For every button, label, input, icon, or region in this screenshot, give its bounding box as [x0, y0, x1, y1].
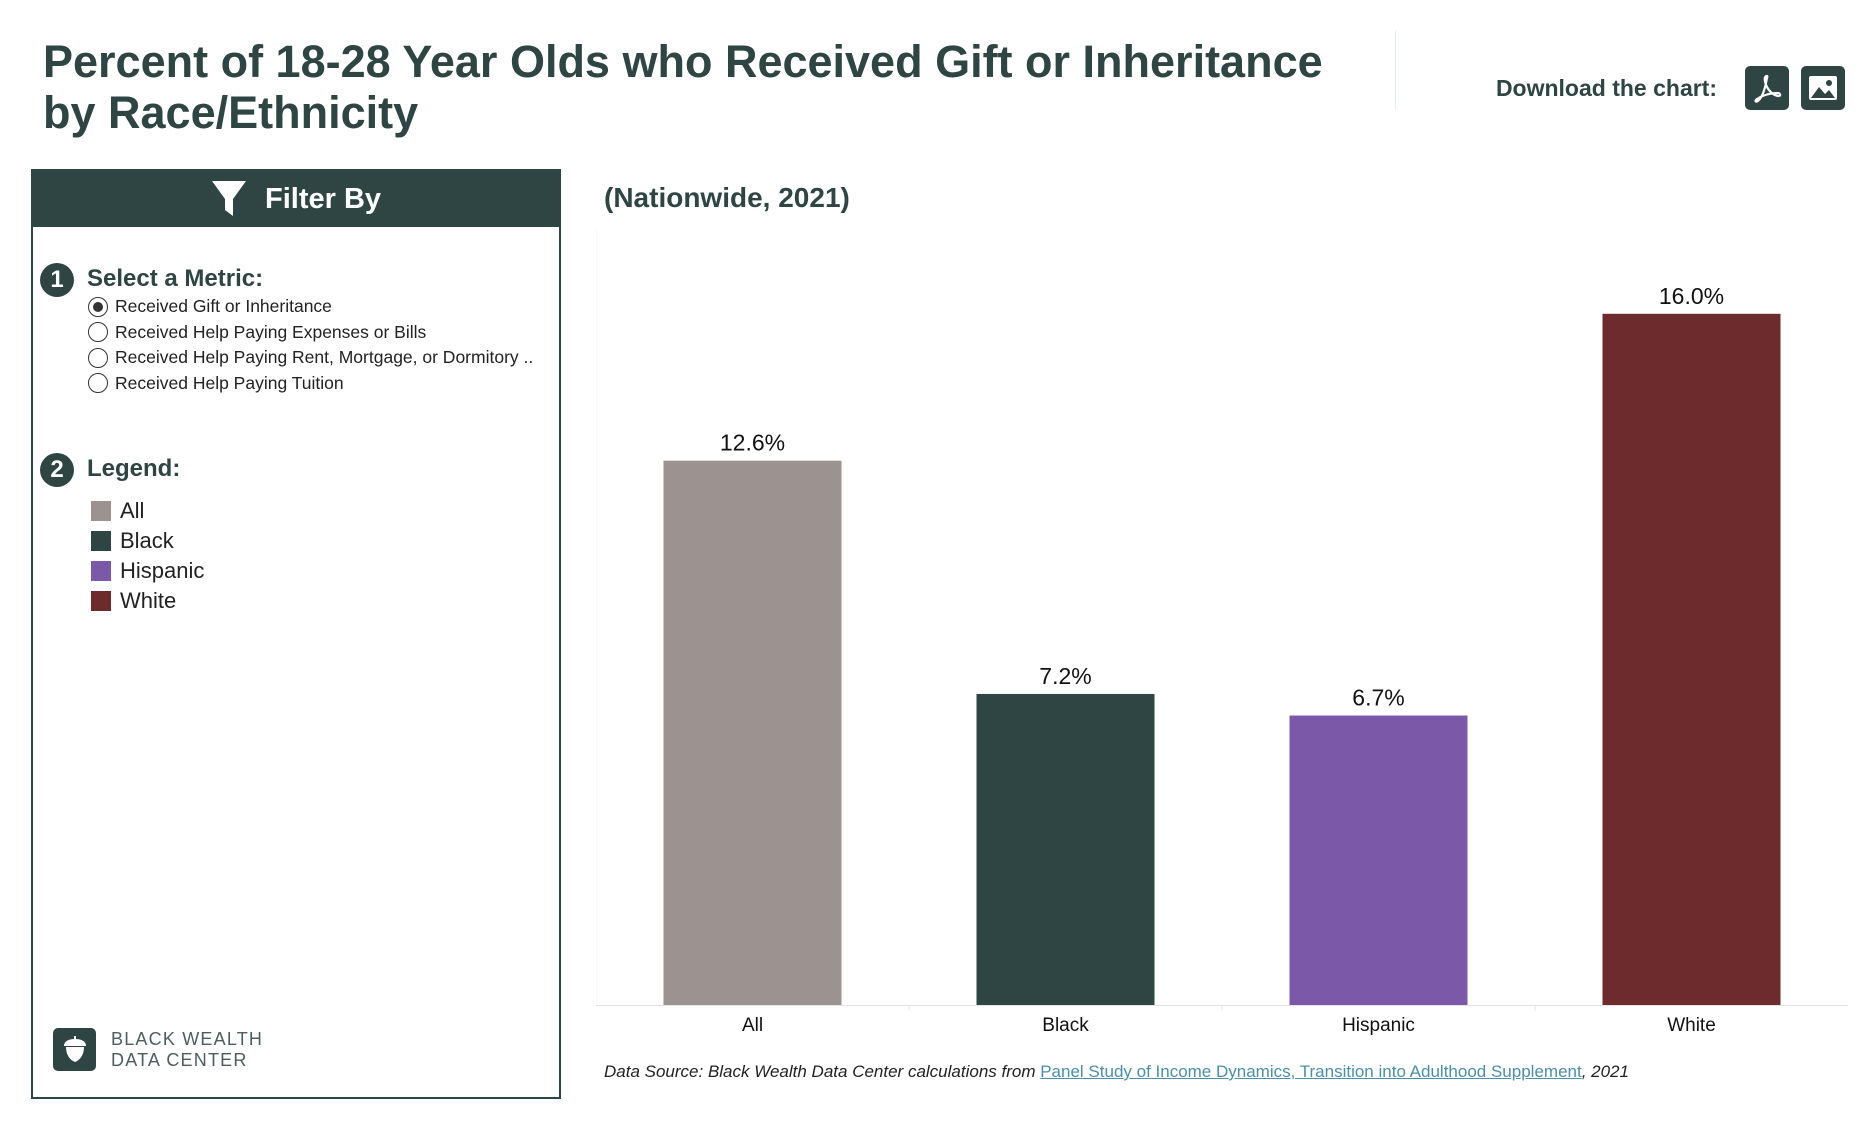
metric-option-expenses[interactable]: Received Help Paying Expenses or Bills: [88, 320, 533, 346]
logo-line-1: BLACK WEALTH: [111, 1028, 264, 1049]
source-suffix: , 2021: [1581, 1062, 1629, 1081]
download-image-button[interactable]: [1801, 66, 1845, 110]
logo-line-2: DATA CENTER: [111, 1049, 248, 1070]
download-pdf-button[interactable]: [1745, 66, 1789, 110]
legend-label: Black: [120, 528, 174, 553]
legend-label: Hispanic: [120, 558, 205, 583]
download-bar: Download the chart:: [1496, 64, 1845, 112]
download-label: Download the chart:: [1495, 74, 1717, 101]
legend-item-white: White: [91, 586, 204, 616]
radio-button[interactable]: [88, 322, 108, 343]
data-label-all: 12.6%: [720, 430, 785, 456]
source-link[interactable]: Panel Study of Income Dynamics, Transiti…: [1040, 1062, 1582, 1081]
data-label-hispanic: 6.7%: [1352, 685, 1404, 711]
bar-chart: 12.6% All 7.2% Black 6.7% Hispanic 16.0% White: [596, 228, 1848, 1036]
bar-all[interactable]: [663, 460, 842, 1005]
bwdc-logo: BLACK WEALTH DATA CENTER: [53, 1028, 263, 1071]
legend-swatch: [91, 591, 111, 611]
filter-icon: [211, 181, 246, 216]
legend-label: All: [120, 498, 145, 523]
x-tick-label-all: All: [742, 1015, 763, 1036]
logo-text: BLACK WEALTH DATA CENTER: [111, 1029, 263, 1071]
x-tick-label-hispanic: Hispanic: [1342, 1015, 1415, 1036]
data-source: Data Source: Black Wealth Data Center ca…: [604, 1062, 1629, 1082]
chart-subtitle: (Nationwide, 2021): [604, 182, 850, 213]
metric-option-label: Received Gift or Inheritance: [115, 296, 332, 317]
title-divider: [1395, 30, 1396, 110]
x-tick-label-white: White: [1667, 1015, 1716, 1036]
bar-white[interactable]: [1602, 313, 1781, 1005]
legend: All Black Hispanic White: [91, 496, 204, 616]
data-label-white: 16.0%: [1659, 283, 1724, 309]
radio-button[interactable]: [88, 296, 108, 317]
bar-black[interactable]: [976, 693, 1155, 1005]
filter-panel: Filter By 1 Select a Metric: Received Gi…: [31, 169, 561, 1099]
step-number-1: 1: [40, 263, 74, 297]
data-label-black: 7.2%: [1039, 663, 1091, 689]
metric-radio-group: Received Gift or Inheritance Received He…: [88, 294, 533, 396]
radio-button[interactable]: [88, 347, 108, 368]
metric-option-label: Received Help Paying Rent, Mortgage, or …: [115, 347, 534, 368]
metric-option-rent[interactable]: Received Help Paying Rent, Mortgage, or …: [88, 345, 533, 371]
filter-panel-header: Filter By: [33, 171, 559, 227]
step-number-2: 2: [40, 453, 74, 487]
metric-option-tuition[interactable]: Received Help Paying Tuition: [88, 371, 533, 397]
legend-step: 2 Legend:: [40, 453, 180, 487]
acorn-icon: [63, 1035, 86, 1062]
metric-step-title: Select a Metric:: [87, 265, 264, 292]
metric-option-label: Received Help Paying Expenses or Bills: [115, 321, 427, 342]
metric-option-label: Received Help Paying Tuition: [115, 372, 344, 393]
radio-button[interactable]: [88, 373, 108, 394]
filter-panel-title: Filter By: [264, 182, 382, 215]
legend-swatch: [91, 501, 111, 521]
metric-step: 1 Select a Metric:: [40, 263, 263, 297]
legend-item-hispanic: Hispanic: [91, 556, 204, 586]
legend-item-all: All: [91, 496, 204, 526]
source-prefix: Data Source: Black Wealth Data Center ca…: [604, 1062, 1041, 1081]
metric-option-gift[interactable]: Received Gift or Inheritance: [88, 294, 533, 320]
logo-mark: [53, 1028, 96, 1071]
page-title: Percent of 18-28 Year Olds who Received …: [43, 36, 1323, 138]
legend-label: White: [120, 588, 177, 613]
radio-selected-dot: [93, 301, 103, 312]
bar-hispanic[interactable]: [1289, 715, 1468, 1005]
legend-swatch: [91, 531, 111, 551]
pdf-icon: [1754, 74, 1782, 103]
image-icon: [1809, 76, 1837, 100]
legend-step-title: Legend:: [87, 455, 181, 482]
legend-item-black: Black: [91, 526, 204, 556]
legend-swatch: [91, 561, 111, 581]
x-tick-label-black: Black: [1042, 1015, 1089, 1036]
